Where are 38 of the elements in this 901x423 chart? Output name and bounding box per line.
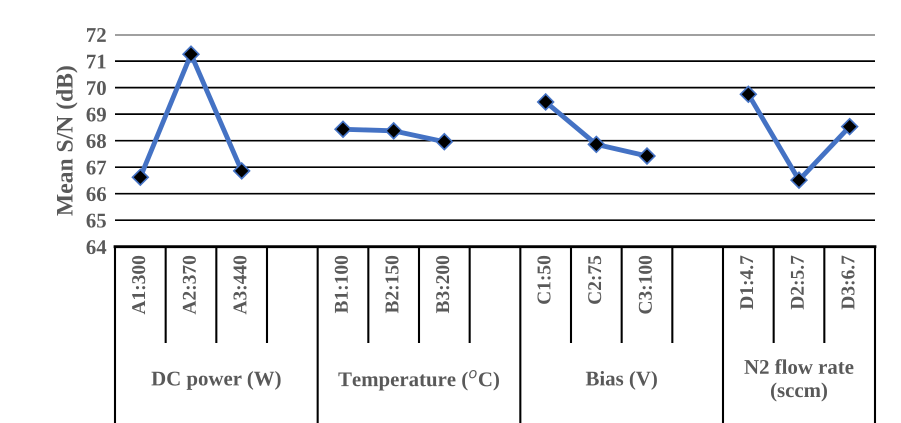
y-tick-label: 71: [87, 54, 106, 68]
x-tick-label: D3:6.7: [841, 256, 855, 310]
x-tick-label: A3:440: [233, 256, 247, 314]
x-tick-label: C2:75: [588, 256, 602, 304]
point: [740, 86, 758, 103]
point: [232, 162, 250, 180]
point: [436, 133, 454, 150]
point: [384, 122, 402, 140]
y-tick-label: 70: [87, 81, 106, 96]
x-tick-label: A2:370: [182, 256, 196, 314]
text: Bias (V): [586, 370, 657, 390]
text: DC power (W): [152, 370, 281, 390]
text: Temperature ($^{o}$C): [338, 370, 499, 391]
point: [638, 147, 656, 165]
x-tick-label: A1:300: [132, 256, 146, 314]
y-tick-label: 64: [86, 240, 106, 254]
y-tick-label: 69: [86, 108, 106, 122]
y-tick-label: 68: [86, 134, 106, 148]
x-tick-label: B3:200: [436, 256, 450, 314]
x-tick-label: C3:100: [638, 256, 652, 314]
y-tick-label: 72: [87, 28, 106, 42]
point: [536, 93, 554, 111]
y-axis-title: Mean S/N (dB): [56, 66, 78, 216]
text: N2 flow rate (sccm): [744, 359, 854, 402]
point: [588, 136, 606, 154]
y-tick-label: 66: [86, 187, 106, 202]
point: [840, 118, 858, 136]
x-tick-label: D2:5.7: [790, 256, 804, 310]
point: [132, 168, 150, 186]
y-tick-label: 67: [86, 160, 106, 175]
y-tick-label: 65: [86, 214, 106, 228]
x-tick-label: B1:100: [334, 256, 348, 314]
point: [790, 171, 808, 189]
x-tick-label: C1:50: [537, 256, 551, 304]
point: [182, 46, 200, 63]
x-tick-label: B2:150: [385, 256, 399, 314]
x-tick-label: D1:4.7: [740, 256, 754, 310]
point: [334, 120, 352, 138]
